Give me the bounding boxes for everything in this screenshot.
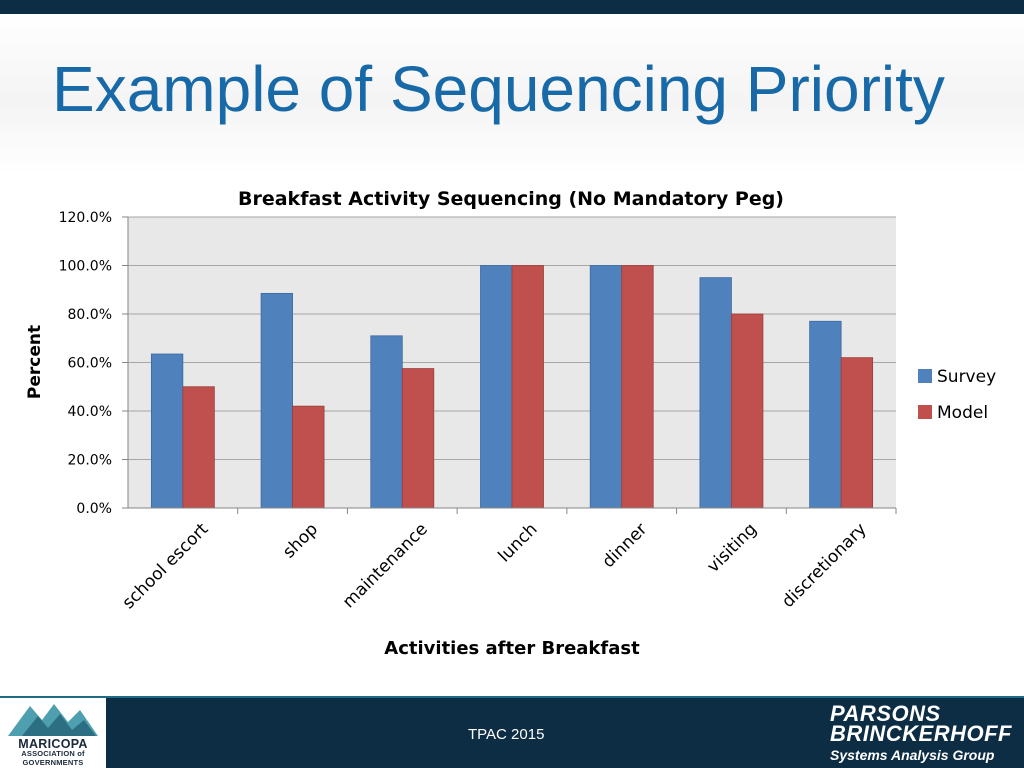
maricopa-name: MARICOPA <box>18 737 88 751</box>
x-tick-label: school escort <box>119 519 213 613</box>
mountain-icon <box>8 704 98 736</box>
y-tick-label: 100.0% <box>59 259 112 275</box>
bar-model <box>621 265 654 509</box>
bar-chart: 0.0% 20.0% 40.0% 60.0% 80.0% 100.0% 120.0% sch… <box>25 188 996 659</box>
maricopa-line3: GOVERNMENTS <box>22 757 84 767</box>
footer-separator <box>0 696 1024 698</box>
bar-survey <box>370 335 403 509</box>
bar-model <box>401 368 435 509</box>
y-tick-label: 40.0% <box>68 404 112 420</box>
pb-line1: PARSONS <box>830 701 941 726</box>
y-axis-label: Percent <box>25 325 45 399</box>
legend-swatch-survey <box>918 369 932 383</box>
x-tick-label: shop <box>279 519 322 562</box>
y-tick-label: 80.0% <box>68 307 112 323</box>
slide-title: Example of Sequencing Priority <box>52 53 945 125</box>
x-tick-label: visiting <box>703 519 761 577</box>
legend-label-model: Model <box>937 403 988 423</box>
y-tick-label: 120.0% <box>59 210 112 226</box>
pb-line2: BRINCKERHOFF <box>830 721 1012 746</box>
y-tick-label: 60.0% <box>68 356 112 372</box>
title-band <box>0 14 1024 174</box>
bar-survey <box>150 353 184 509</box>
parsons-brinckerhoff-logo: PARSONS BRINCKERHOFF Systems Analysis Gr… <box>830 701 1012 766</box>
footer-text: TPAC 2015 <box>468 726 545 743</box>
maricopa-logo <box>0 698 106 768</box>
bar-survey <box>480 265 513 509</box>
bar-survey <box>809 320 842 509</box>
legend-swatch-model <box>918 405 932 419</box>
bar-survey <box>260 292 293 509</box>
legend: Survey Model <box>918 367 996 423</box>
top-bar <box>0 0 1024 14</box>
bar-model <box>292 405 325 509</box>
legend-label-survey: Survey <box>937 367 996 387</box>
footer-bar <box>0 698 1024 768</box>
bar-model <box>731 313 764 509</box>
x-tick-label: dinner <box>599 519 652 572</box>
bar-survey <box>699 277 732 509</box>
bar-model <box>840 357 874 509</box>
maricopa-subtitle: ASSOCIATION of GOVERNMENTS <box>2 749 104 767</box>
y-tick-label: 20.0% <box>68 453 112 469</box>
x-axis-label: Activities after Breakfast <box>384 638 640 659</box>
bar-model <box>182 386 215 509</box>
x-tick-label: discretionary <box>778 519 871 612</box>
bar-model <box>511 265 544 509</box>
y-tick-label: 0.0% <box>76 501 112 517</box>
x-tick-label: maintenance <box>339 519 432 612</box>
maricopa-line2: ASSOCIATION of <box>21 749 85 758</box>
chart-title: Breakfast Activity Sequencing (No Mandat… <box>238 188 784 210</box>
bar-survey <box>589 265 623 509</box>
pb-line3: Systems Analysis Group <box>830 747 995 763</box>
x-tick-label: lunch <box>495 519 542 566</box>
